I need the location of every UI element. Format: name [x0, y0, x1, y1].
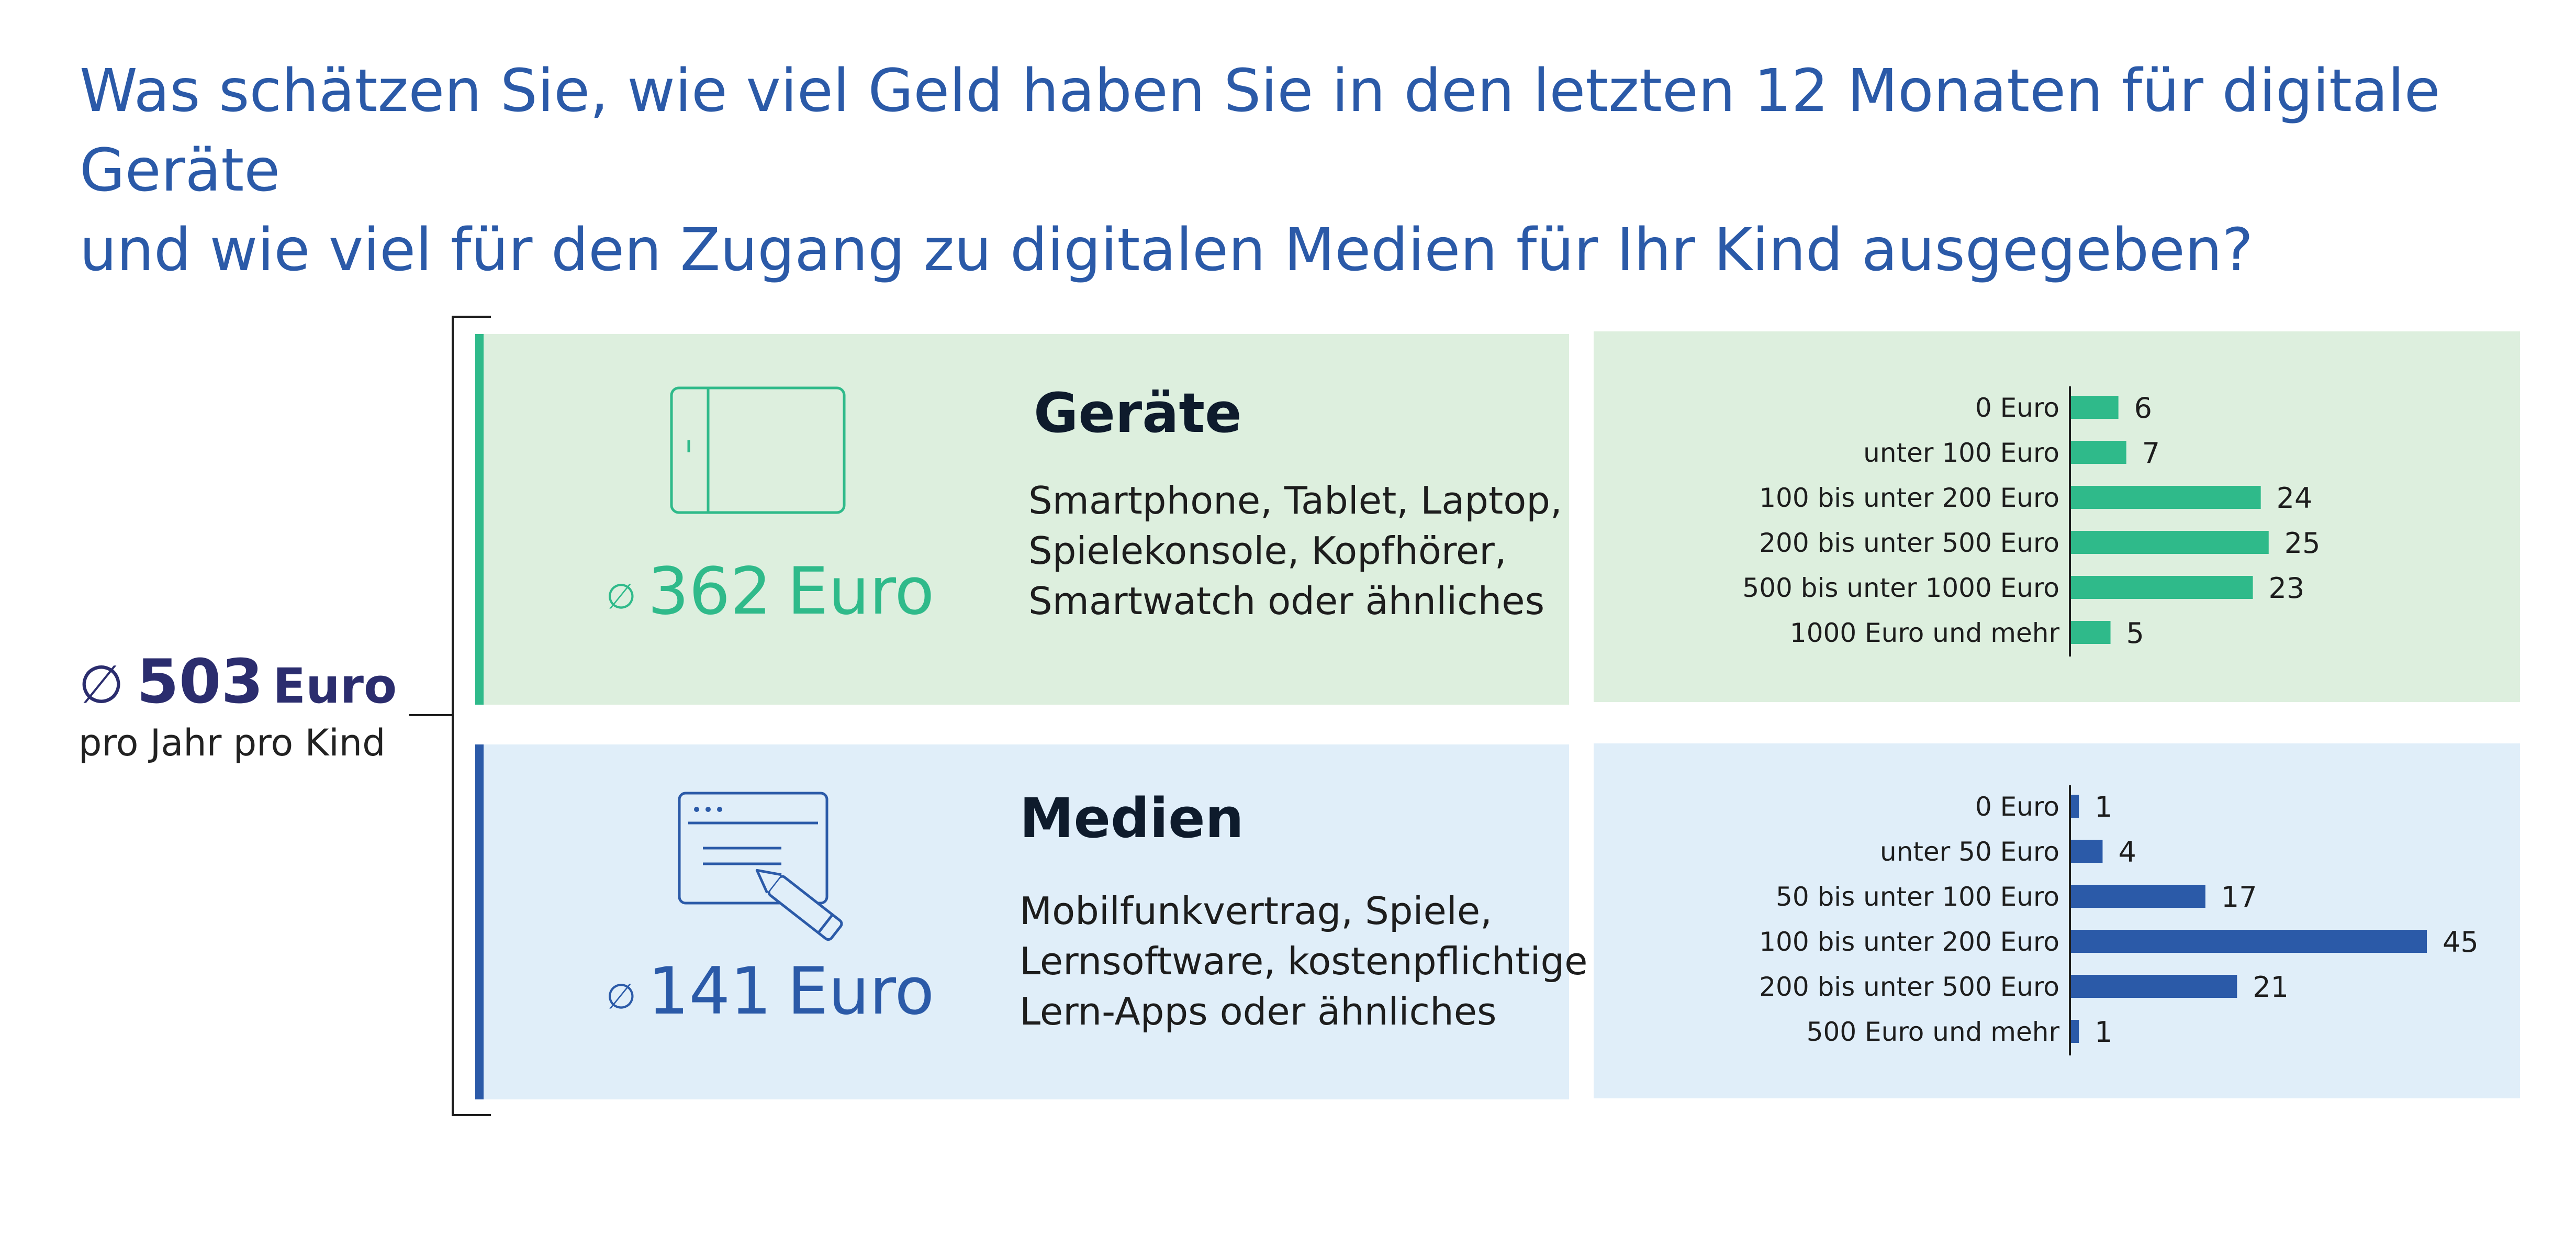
overall-average-value: 503	[137, 647, 264, 717]
media-category-label: 50 bis unter 100 Euro	[1776, 882, 2059, 912]
media-category-label: 0 Euro	[1975, 792, 2059, 822]
average-symbol: ∅	[606, 976, 636, 1017]
media-average-value: 141	[647, 954, 772, 1029]
media-value-label: 17	[2221, 881, 2257, 914]
media-value-label: 1	[2095, 1016, 2112, 1049]
media-category-label: unter 50 Euro	[1880, 837, 2059, 867]
media-desc-line: Lern-Apps oder ähnliches	[1020, 989, 1497, 1033]
devices-desc-line: Smartwatch oder ähnliches	[1028, 579, 1545, 623]
media-category-label: 100 bis unter 200 Euro	[1759, 927, 2059, 957]
title-line-2: und wie viel für den Zugang zu digitalen…	[80, 216, 2254, 284]
title-line-1: Was schätzen Sie, wie viel Geld haben Si…	[80, 57, 2440, 205]
media-category-label: 500 Euro und mehr	[1807, 1017, 2060, 1047]
media-value-label: 45	[2443, 926, 2479, 959]
media-average: ∅ 141 Euro	[606, 954, 934, 1029]
media-accent-bar	[475, 744, 484, 1099]
devices-bar	[2071, 576, 2253, 599]
media-bar	[2071, 930, 2427, 953]
devices-average-value: 362	[647, 554, 772, 629]
devices-value-label: 6	[2134, 392, 2152, 425]
media-value-label: 21	[2253, 971, 2289, 1004]
devices-description: Smartphone, Tablet, Laptop, Spielekonsol…	[1028, 475, 1562, 626]
media-category-label: 200 bis unter 500 Euro	[1759, 972, 2059, 1002]
devices-bar	[2071, 441, 2126, 464]
summary-bracket	[409, 316, 491, 1116]
overall-average-subtitle: pro Jahr pro Kind	[79, 721, 386, 764]
devices-desc-line: Smartphone, Tablet, Laptop,	[1028, 479, 1562, 522]
average-symbol: ∅	[606, 576, 636, 617]
media-title: Medien	[1020, 786, 1244, 850]
devices-bar	[2071, 531, 2269, 554]
media-value-label: 4	[2118, 836, 2136, 869]
media-bar	[2071, 840, 2103, 863]
overall-average-unit: Euro	[273, 658, 397, 714]
media-panel: ∅ 141 Euro Medien Mobilfunkvertrag, Spiele…	[475, 744, 1587, 1099]
devices-category-label: 200 bis unter 500 Euro	[1759, 528, 2059, 558]
devices-category-label: unter 100 Euro	[1863, 438, 2059, 468]
devices-category-label: 100 bis unter 200 Euro	[1759, 483, 2059, 513]
devices-title: Geräte	[1034, 381, 1242, 445]
devices-bar	[2071, 621, 2111, 644]
devices-category-label: 0 Euro	[1975, 393, 2059, 423]
devices-panel: ∅ 362 Euro Geräte Smartphone, Tablet, Lapt…	[475, 334, 1569, 705]
media-desc-line: Lernsoftware, kostenpflichtige	[1020, 939, 1588, 983]
media-value-label: 1	[2095, 791, 2112, 824]
devices-desc-line: Spielekonsole, Kopfhörer,	[1028, 529, 1507, 573]
average-symbol: ∅	[79, 654, 125, 715]
devices-bar	[2071, 396, 2119, 419]
media-desc-line: Mobilfunkvertrag, Spiele,	[1020, 889, 1493, 933]
devices-average-unit: Euro	[787, 554, 935, 629]
page-title: Was schätzen Sie, wie viel Geld haben Si…	[80, 51, 2539, 290]
devices-bar-chart: 0 Euro 6 unter 100 Euro 7 100 bis unter 200 …	[1742, 386, 2321, 657]
devices-average: ∅ 362 Euro	[606, 554, 934, 629]
media-bar	[2071, 885, 2205, 908]
media-description: Mobilfunkvertrag, Spiele, Lernsoftware, …	[1020, 886, 1587, 1037]
media-chart-panel: 0 Euro 1 unter 50 Euro 4 50 bis unter 100 Eu…	[1594, 743, 2520, 1098]
overall-average: ∅ 503 Euro	[79, 647, 397, 717]
devices-value-label: 7	[2142, 437, 2160, 470]
media-average-unit: Euro	[787, 954, 935, 1029]
devices-category-label: 500 bis unter 1000 Euro	[1742, 573, 2059, 603]
devices-category-label: 1000 Euro und mehr	[1790, 618, 2060, 648]
media-bar	[2071, 975, 2237, 998]
devices-value-label: 5	[2126, 617, 2144, 650]
devices-bar	[2071, 486, 2261, 509]
tablet-icon	[670, 386, 846, 514]
devices-accent-bar	[475, 334, 484, 705]
media-bar	[2071, 795, 2079, 818]
devices-chart-panel: 0 Euro 6 unter 100 Euro 7 100 bis unter 200 …	[1594, 331, 2520, 702]
overall-summary: ∅ 503 Euro pro Jahr pro Kind	[79, 647, 397, 764]
media-bar	[2071, 1020, 2079, 1043]
devices-value-label: 25	[2284, 527, 2321, 560]
browser-pencil-icon	[678, 792, 843, 941]
devices-value-label: 23	[2269, 572, 2305, 605]
media-bar-chart: 0 Euro 1 unter 50 Euro 4 50 bis unter 100 Eu…	[1759, 785, 2479, 1055]
devices-value-label: 24	[2277, 482, 2313, 515]
